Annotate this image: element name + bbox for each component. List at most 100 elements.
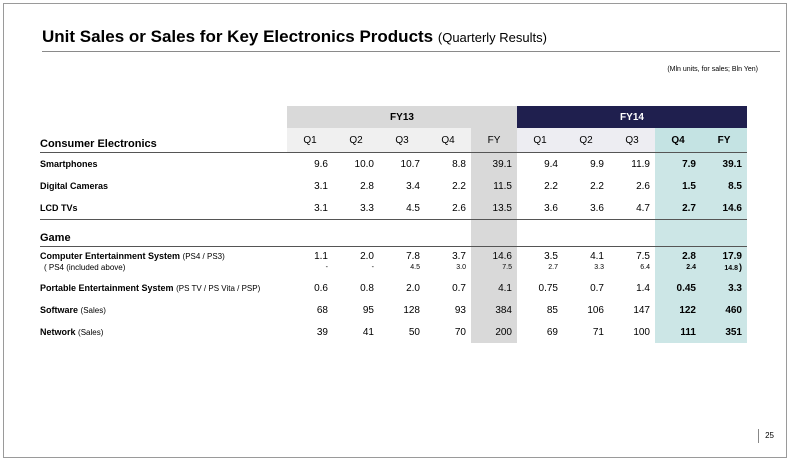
cell: 4.7 <box>609 197 655 220</box>
page-subtitle: (Quarterly Results) <box>437 30 547 45</box>
cell: 39 <box>316 326 328 338</box>
row-label: Smartphones <box>40 159 98 169</box>
empty-cell <box>379 219 425 247</box>
table-row-portable-entertainment: Portable Entertainment System (PS TV / P… <box>40 277 747 299</box>
row-label: Computer Entertainment System (PS4 / PS3… <box>40 251 225 272</box>
fy13-header: FY13 <box>287 106 517 128</box>
empty-cell <box>471 219 517 247</box>
cell: 7.8 4.5 <box>406 251 420 271</box>
section-consumer-electronics: Consumer Electronics <box>40 128 287 153</box>
fiscal-year-header-row: FY13 FY14 <box>40 106 747 128</box>
cell: 10.0 <box>354 158 374 170</box>
empty-cell <box>701 219 747 247</box>
cell: 1.5 <box>655 175 701 197</box>
sales-table: FY13 FY14 Consumer Electronics Q1 Q2 Q3 … <box>40 106 747 343</box>
cell: 3.4 <box>406 180 420 192</box>
fy14-header: FY14 <box>517 106 747 128</box>
empty-cell <box>425 219 471 247</box>
page-title: Unit Sales or Sales for Key Electronics … <box>42 27 547 46</box>
cell: 14.6 <box>701 197 747 220</box>
cell: 1.4 <box>636 282 650 294</box>
cell: 2.0 <box>406 282 420 294</box>
cell: 2.8 2.4 <box>655 246 701 277</box>
cell: 2.2 <box>544 180 558 192</box>
cell: 11.9 <box>631 158 650 170</box>
cell: 85 <box>546 304 558 316</box>
cell: 9.9 <box>590 158 604 170</box>
empty-cell <box>517 219 563 247</box>
cell: 0.7 <box>452 282 466 294</box>
table-row-software: Software (Sales) 68 95 128 93 384 85 106… <box>40 299 747 321</box>
cell: 2.2 <box>590 180 604 192</box>
section-row-game: Game <box>40 219 747 247</box>
cell: 2.2 <box>452 180 466 192</box>
quarter-header: Q4 <box>655 128 701 153</box>
cell: 0.75 <box>538 282 558 294</box>
cell: 39.1 <box>471 152 517 175</box>
cell: 0.45 <box>655 277 701 299</box>
row-label: LCD TVs <box>40 197 287 220</box>
cell: 100 <box>633 326 650 338</box>
table-row-network: Network (Sales) 39 41 50 70 200 69 71 10… <box>40 321 747 343</box>
cell: 95 <box>362 304 374 316</box>
quarter-header: Q2 <box>333 128 379 153</box>
cell: 11.5 <box>471 175 517 197</box>
cell: 200 <box>471 321 517 343</box>
cell: 122 <box>655 299 701 321</box>
cell: 68 <box>316 304 328 316</box>
table-row-smartphones: Smartphones 9.6 10.0 10.7 8.8 39.1 9.4 9… <box>40 152 747 175</box>
row-label: Digital Cameras <box>40 181 109 191</box>
cell: 4.1 3.3 <box>590 251 604 271</box>
cell: 3.6 <box>517 197 563 220</box>
cell: 17.9 14.8) <box>701 246 747 277</box>
cell: 2.7 <box>655 197 701 220</box>
cell: 0.8 <box>360 282 374 294</box>
quarter-header: Q3 <box>379 128 425 153</box>
cell: 4.5 <box>379 197 425 220</box>
cell: 9.6 <box>314 158 328 170</box>
cell: 147 <box>633 304 650 316</box>
cell: 0.7 <box>590 282 604 294</box>
empty-cell <box>40 106 287 128</box>
section-game: Game <box>40 219 287 247</box>
title-bar: Unit Sales or Sales for Key Electronics … <box>42 27 780 52</box>
cell: 2.6 <box>636 180 650 192</box>
cell: 2.0- <box>360 251 374 271</box>
cell: 41 <box>362 326 374 338</box>
cell: 111 <box>655 321 701 343</box>
cell: 71 <box>592 326 604 338</box>
empty-cell <box>655 219 701 247</box>
cell: 50 <box>408 326 420 338</box>
row-label: Software (Sales) <box>40 305 106 315</box>
cell: 3.1 <box>287 197 333 220</box>
row-label: Network (Sales) <box>40 327 104 337</box>
quarter-header: FY <box>471 128 517 153</box>
cell: 351 <box>701 321 747 343</box>
cell: 8.5 <box>701 175 747 197</box>
cell: 10.7 <box>400 158 420 170</box>
quarter-header: Q4 <box>425 128 471 153</box>
quarter-header: Q1 <box>287 128 333 153</box>
cell: 1.1- <box>314 251 328 271</box>
cell: 39.1 <box>701 152 747 175</box>
cell: 69 <box>546 326 558 338</box>
table-row-lcd-tvs: LCD TVs 3.1 3.3 4.5 2.6 13.5 3.6 3.6 4.7… <box>40 197 747 220</box>
units-note: (Mln units, for sales; Bln Yen) <box>667 66 758 73</box>
empty-cell <box>563 219 609 247</box>
cell: 3.7 3.0 <box>452 251 466 271</box>
quarter-header: Q3 <box>609 128 655 153</box>
cell: 93 <box>454 304 466 316</box>
row-label: Portable Entertainment System (PS TV / P… <box>40 283 261 293</box>
cell: 3.1 <box>314 180 328 192</box>
quarter-header-row: Consumer Electronics Q1 Q2 Q3 Q4 FY Q1 Q… <box>40 128 747 153</box>
cell: 4.1 <box>471 277 517 299</box>
quarter-header: FY <box>701 128 747 153</box>
cell: 7.9 <box>655 152 701 175</box>
cell: 3.3 <box>701 277 747 299</box>
cell: 8.8 <box>452 158 466 170</box>
quarter-header: Q2 <box>563 128 609 153</box>
page-number: 25 <box>758 429 774 443</box>
empty-cell <box>609 219 655 247</box>
cell: 3.5 2.7 <box>544 251 558 271</box>
cell: 70 <box>454 326 466 338</box>
